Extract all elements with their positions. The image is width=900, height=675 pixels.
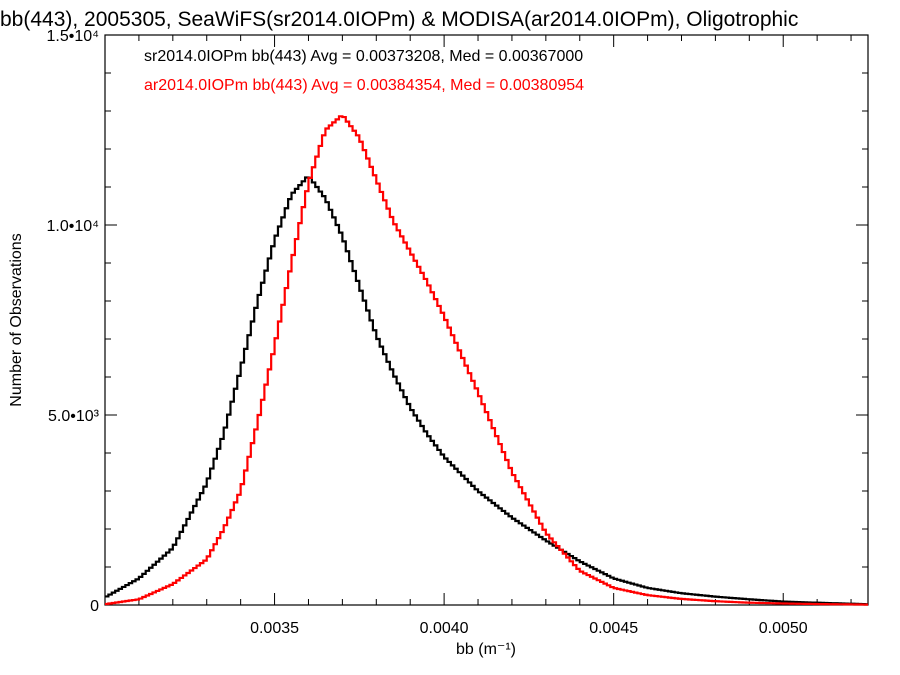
series-line-red — [105, 115, 868, 606]
series-line-black — [105, 176, 868, 606]
x-tick-label: 0.0050 — [759, 620, 808, 637]
chart-title: bb(443), 2005305, SeaWiFS(sr2014.0IOPm) … — [0, 8, 798, 31]
x-tick-label: 0.0035 — [250, 620, 299, 637]
x-tick-label: 0.0045 — [589, 620, 638, 637]
y-axis-title: Number of Observations — [8, 233, 25, 406]
legend-entry-red: ar2014.0IOPm bb(443) Avg = 0.00384354, M… — [144, 77, 584, 94]
y-tick-label: 0 — [90, 598, 99, 615]
axis-tick-labels: 0.0035 0.0040 0.0045 0.0050 0 5.0•10³ 1.0•10⁴ 1… — [46, 28, 807, 637]
plot-frame — [104, 34, 869, 606]
x-tick-label: 0.0040 — [420, 620, 469, 637]
legend-entry-black: sr2014.0IOPm bb(443) Avg = 0.00373208, M… — [144, 48, 583, 65]
y-tick-label: 5.0•10³ — [48, 408, 100, 425]
series-group — [105, 115, 868, 606]
axis-ticks — [104, 34, 868, 606]
x-axis-title: bb (m⁻¹) — [456, 641, 516, 658]
y-tick-label: 1.5•10⁴ — [46, 28, 99, 45]
y-tick-label: 1.0•10⁴ — [46, 218, 99, 235]
